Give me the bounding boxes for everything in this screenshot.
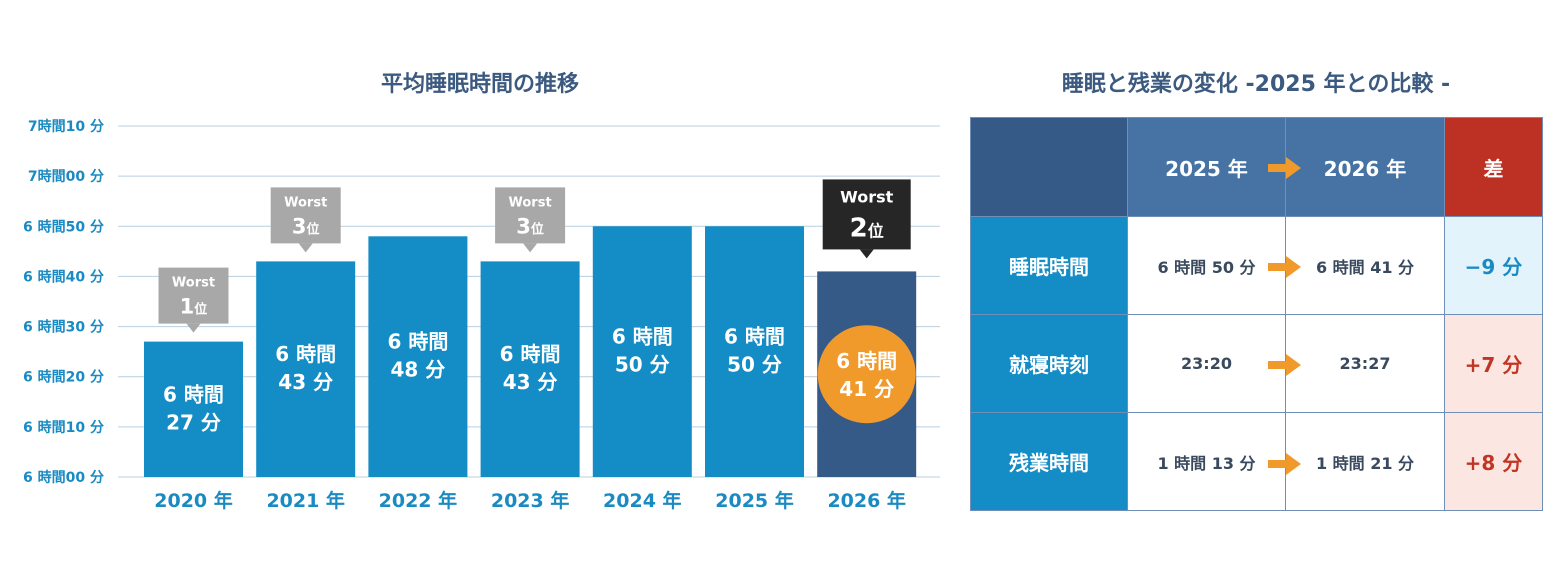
sleep-2025-value: 6 時間 50 分: [1127, 216, 1286, 315]
worst-badge-pointer: [859, 249, 874, 259]
y-tick-label: 7時間00 分: [28, 168, 104, 185]
x-tick-label: 2024 年: [603, 489, 682, 512]
x-tick-label: 2021 年: [266, 489, 345, 512]
bar-data-label: 48 分: [391, 358, 446, 382]
bedtime-diff-value: +7 分: [1444, 314, 1543, 413]
y-tick-label: 6 時間00 分: [23, 469, 104, 486]
bar-data-label: 41 分: [839, 377, 894, 401]
worst-badge-pointer: [298, 243, 313, 253]
bar-data-label: 6 時間: [500, 342, 561, 366]
table-row: 就寝時刻 23:20 23:27 +7 分: [970, 314, 1543, 413]
bar-data-label: 6 時間: [387, 330, 448, 354]
y-tick-label: 6 時間50 分: [23, 218, 104, 235]
worst-badge: [822, 179, 911, 250]
overtime-2025-value: 1 時間 13 分: [1127, 412, 1286, 511]
worst-badge: [158, 267, 229, 324]
comparison-table: 2025 年 2026 年 差 睡眠時間 6 時間 50 分 6 時間 41 分…: [970, 117, 1543, 511]
bar: [368, 236, 468, 477]
worst-badge-rank: 3位: [516, 214, 544, 238]
worst-badge-rank: 3位: [292, 214, 320, 238]
table-row: 残業時間 1 時間 13 分 1 時間 21 分 +8 分: [970, 412, 1543, 511]
bar: [144, 341, 243, 477]
bar-data-label: 50 分: [727, 353, 782, 377]
table-title: 睡眠と残業の変化 -2025 年との比較 -: [1061, 72, 1451, 97]
worst-badge-rank: 1位: [180, 295, 208, 319]
bar-data-label: 43 分: [503, 370, 558, 394]
worst-badge-label: Worst: [284, 195, 327, 210]
y-tick-label: 6 時間40 分: [23, 268, 104, 285]
x-tick-label: 2020 年: [154, 489, 233, 512]
y-tick-label: 6 時間20 分: [23, 369, 104, 386]
header-diff: 差: [1444, 117, 1543, 217]
worst-badge-label: Worst: [172, 276, 215, 291]
highlight-circle: [817, 325, 916, 424]
overtime-2026-value: 1 時間 21 分: [1285, 412, 1445, 511]
bedtime-2025-value: 23:20: [1127, 314, 1286, 413]
header-2026: 2026 年: [1285, 117, 1445, 217]
bar: [705, 226, 804, 477]
y-tick-label: 7時間10 分: [28, 118, 104, 135]
sleep-diff-value: −9 分: [1444, 216, 1543, 315]
bar-data-label: 6 時間: [163, 382, 224, 406]
worst-badge-pointer: [523, 243, 538, 253]
row-label-overtime: 残業時間: [970, 412, 1128, 511]
bar-data-label: 6 時間: [836, 349, 897, 373]
worst-badge-pointer: [186, 323, 201, 333]
row-label-bedtime: 就寝時刻: [970, 314, 1128, 413]
worst-badge-label: Worst: [840, 187, 893, 206]
row-label-sleep: 睡眠時間: [970, 216, 1128, 315]
bar: [480, 261, 580, 477]
y-tick-label: 6 時間30 分: [23, 319, 104, 336]
bar-data-label: 6 時間: [275, 342, 336, 366]
worst-badge: [495, 187, 566, 244]
worst-badge-rank: 2位: [850, 213, 884, 243]
table-row: 睡眠時間 6 時間 50 分 6 時間 41 分 −9 分: [970, 216, 1543, 315]
table-header-row: 2025 年 2026 年 差: [970, 117, 1543, 217]
worst-badge: [270, 187, 341, 244]
table-corner-cell: [970, 117, 1128, 217]
header-2025: 2025 年: [1127, 117, 1286, 217]
bar-data-label: 43 分: [278, 370, 333, 394]
chart-title: 平均睡眠時間の推移: [380, 72, 579, 97]
bar-data-label: 6 時間: [724, 325, 785, 349]
bedtime-2026-value: 23:27: [1285, 314, 1445, 413]
overtime-diff-value: +8 分: [1444, 412, 1543, 511]
x-tick-label: 2026 年: [827, 489, 906, 512]
worst-badge-label: Worst: [509, 195, 552, 210]
bar-data-label: 27 分: [166, 410, 221, 434]
sleep-2026-value: 6 時間 41 分: [1285, 216, 1445, 315]
bar-data-label: 6 時間: [612, 325, 673, 349]
x-tick-label: 2023 年: [491, 489, 570, 512]
x-tick-label: 2025 年: [715, 489, 794, 512]
bar-data-label: 50 分: [615, 353, 670, 377]
y-tick-label: 6 時間10 分: [23, 419, 104, 436]
bar: [592, 226, 692, 477]
x-tick-label: 2022 年: [379, 489, 458, 512]
bar: [256, 261, 356, 477]
